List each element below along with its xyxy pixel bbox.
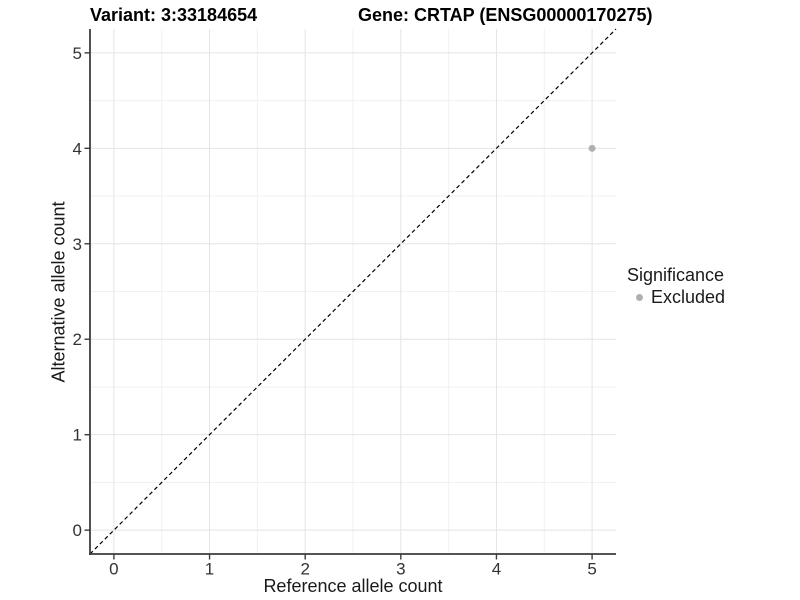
x-tick-label: 2 [300,560,309,579]
x-tick-label: 0 [109,560,118,579]
legend-title: Significance [627,265,725,285]
y-axis-title: Alternative allele count [48,201,69,383]
x-tick-label: 4 [492,560,501,579]
y-tick-label: 1 [73,426,82,445]
legend-item-label: Excluded [651,287,726,307]
data-point [588,144,596,152]
legend: Significance Excluded [627,266,725,307]
y-tick-label: 4 [73,139,82,158]
variant-title: Variant: 3:33184654 [90,5,258,25]
gene-title: Gene: CRTAP (ENSG00000170275) [358,5,653,25]
identity-dashed-line [89,28,617,555]
x-axis-title: Reference allele count [263,576,443,596]
legend-item-excluded: Excluded [627,288,725,307]
x-tick-label: 3 [396,560,405,579]
y-tick-label: 2 [73,330,82,349]
x-tick-label: 5 [587,560,596,579]
x-tick-label: 1 [205,560,214,579]
excluded-dot-icon [636,294,643,301]
y-tick-label: 3 [73,235,82,254]
y-tick-label: 5 [73,44,82,63]
y-tick-label: 0 [73,521,82,540]
